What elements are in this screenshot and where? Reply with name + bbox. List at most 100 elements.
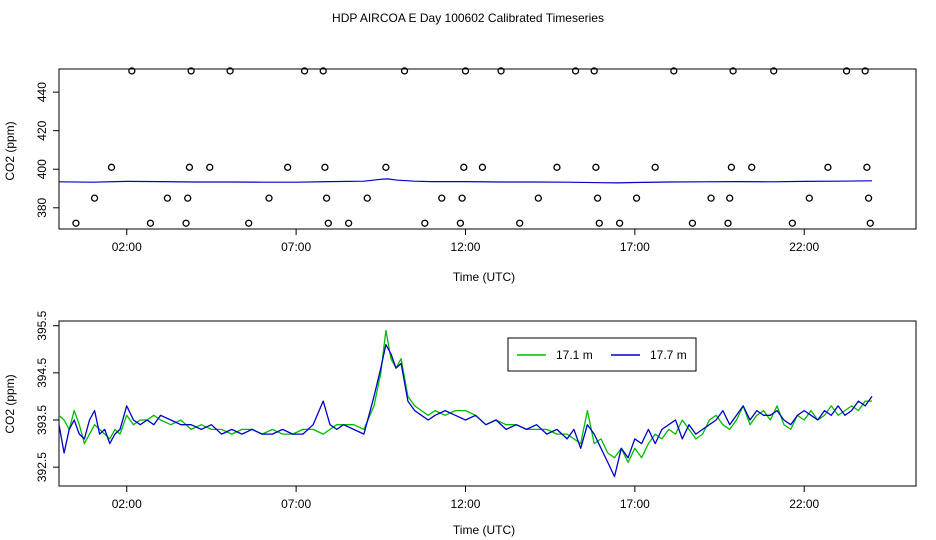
scatter-point <box>382 163 390 171</box>
x-tick-label: 17:00 <box>620 497 650 511</box>
scatter-point <box>363 194 371 202</box>
scatter-point <box>400 67 409 75</box>
bottom-y-axis: 392.5 393.5 394.5 395.5 <box>35 310 59 482</box>
x-tick-label: 22:00 <box>789 240 819 254</box>
scatter-point <box>182 219 190 227</box>
bottom-legend: 17.1 m 17.7 m <box>507 337 697 372</box>
scatter-point <box>729 67 737 75</box>
top-y-axis: 380 400 420 440 <box>35 82 59 218</box>
legend-label-17-7: 17.7 m <box>650 348 687 362</box>
scatter-point <box>497 67 505 75</box>
y-tick-label: 395.5 <box>35 310 49 340</box>
top-plot-frame <box>58 68 917 230</box>
x-tick-label: 07:00 <box>281 497 311 511</box>
x-tick-label: 17:00 <box>620 240 650 254</box>
x-tick-label: 02:00 <box>112 497 142 511</box>
top-series-line <box>58 178 873 184</box>
figure-title: HDP AIRCOA E Day 100602 Calibrated Times… <box>332 11 604 25</box>
scatter-point <box>516 219 524 227</box>
top-panel: 02:00 07:00 12:00 17:00 22:00 380 400 420 440 T… <box>3 67 917 284</box>
y-tick-label: 394.5 <box>35 358 49 388</box>
scatter-point <box>458 194 466 202</box>
bottom-plot-frame <box>58 320 917 487</box>
scatter-point <box>206 163 214 171</box>
scatter-point <box>595 219 603 227</box>
scatter-point <box>245 219 253 227</box>
x-tick-label: 12:00 <box>450 240 480 254</box>
y-tick-label: 440 <box>35 82 49 102</box>
bottom-x-axis-label: Time (UTC) <box>453 523 515 537</box>
scatter-point <box>478 163 487 171</box>
bottom-panel: 02:00 07:00 12:00 17:00 22:00 392.5 393.5 394.… <box>3 310 917 537</box>
scatter-point <box>748 163 756 171</box>
y-tick-label: 393.5 <box>35 405 49 435</box>
bottom-line-series <box>58 329 873 478</box>
top-scatter-points <box>72 67 874 227</box>
bottom-x-axis: 02:00 07:00 12:00 17:00 22:00 <box>112 486 820 511</box>
top-x-axis: 02:00 07:00 12:00 17:00 22:00 <box>112 229 820 254</box>
scatter-point <box>344 219 353 227</box>
scatter-point <box>824 163 832 171</box>
scatter-point <box>72 219 80 227</box>
scatter-point <box>593 194 602 202</box>
bottom-y-axis-label: CO2 (ppm) <box>3 374 17 433</box>
top-y-axis-label: CO2 (ppm) <box>3 121 17 180</box>
scatter-point <box>553 163 561 171</box>
x-tick-label: 07:00 <box>281 240 311 254</box>
scatter-point <box>146 219 155 227</box>
scatter-point <box>319 67 327 75</box>
scatter-point <box>534 194 542 202</box>
scatter-point <box>283 163 292 171</box>
legend-label-17-1: 17.1 m <box>556 348 593 362</box>
scatter-point <box>184 194 192 202</box>
scatter-point <box>460 163 468 171</box>
scatter-point <box>107 163 116 171</box>
scatter-point <box>707 194 715 202</box>
scatter-point <box>571 67 580 75</box>
scatter-point <box>788 219 797 227</box>
scatter-point <box>324 219 332 227</box>
y-tick-label: 380 <box>35 197 49 217</box>
scatter-point <box>842 67 851 75</box>
series-line-17-7-m <box>58 343 873 478</box>
x-tick-label: 12:00 <box>450 497 480 511</box>
scatter-point <box>670 67 678 75</box>
scatter-point <box>864 194 873 202</box>
scatter-point <box>632 194 641 202</box>
scatter-point <box>724 219 732 227</box>
scatter-point <box>863 163 871 171</box>
scatter-point <box>128 67 136 75</box>
scatter-point <box>226 67 234 75</box>
series-line-17-1-m <box>58 329 872 464</box>
scatter-point <box>861 67 869 75</box>
scatter-point <box>421 219 429 227</box>
scatter-point <box>456 219 465 227</box>
scatter-point <box>187 67 195 75</box>
x-tick-label: 22:00 <box>789 497 819 511</box>
scatter-point <box>866 219 874 227</box>
scatter-point <box>726 194 734 202</box>
scatter-point <box>185 163 194 171</box>
scatter-point <box>651 163 659 171</box>
scatter-point <box>438 194 446 202</box>
scatter-point <box>615 219 624 227</box>
scatter-point <box>688 219 697 227</box>
scatter-point <box>461 67 470 75</box>
scatter-point <box>90 194 99 202</box>
scatter-point <box>727 163 736 171</box>
top-x-axis-label: Time (UTC) <box>453 270 515 284</box>
x-tick-label: 02:00 <box>112 240 142 254</box>
top-line-series <box>58 178 873 184</box>
scatter-point <box>265 194 273 202</box>
scatter-point <box>321 163 329 171</box>
y-tick-label: 392.5 <box>35 452 49 482</box>
scatter-point <box>805 194 813 202</box>
y-tick-label: 420 <box>35 120 49 140</box>
scatter-point <box>322 194 331 202</box>
y-tick-label: 400 <box>35 159 49 179</box>
scatter-point <box>592 163 600 171</box>
scatter-point <box>770 67 778 75</box>
scatter-point <box>300 67 309 75</box>
scatter-point <box>163 194 172 202</box>
